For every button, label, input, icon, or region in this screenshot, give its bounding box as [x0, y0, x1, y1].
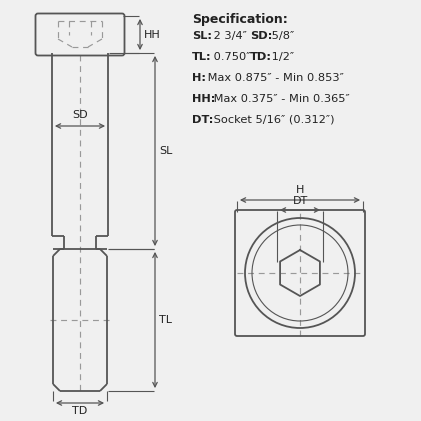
- Text: 2 3/4″: 2 3/4″: [210, 31, 250, 41]
- Text: TD: TD: [72, 406, 88, 416]
- Text: Socket 5/16″ (0.312″): Socket 5/16″ (0.312″): [210, 115, 335, 125]
- Text: Max 0.875″ - Min 0.853″: Max 0.875″ - Min 0.853″: [204, 73, 344, 83]
- Text: SD: SD: [72, 110, 88, 120]
- Text: 0.750″: 0.750″: [210, 52, 254, 62]
- Text: DT:: DT:: [192, 115, 213, 125]
- Text: SL: SL: [159, 146, 172, 156]
- Text: H:: H:: [192, 73, 206, 83]
- Text: TD:: TD:: [250, 52, 272, 62]
- Text: DT: DT: [292, 196, 308, 206]
- Text: SL:: SL:: [192, 31, 212, 41]
- Text: HH: HH: [144, 29, 161, 40]
- Text: Max 0.375″ - Min 0.365″: Max 0.375″ - Min 0.365″: [210, 94, 350, 104]
- Text: Specification:: Specification:: [192, 13, 288, 26]
- Text: TL: TL: [159, 315, 172, 325]
- Text: SD:: SD:: [250, 31, 272, 41]
- Text: HH:: HH:: [192, 94, 216, 104]
- Text: 1/2″: 1/2″: [268, 52, 294, 62]
- Text: H: H: [296, 185, 304, 195]
- Text: TL:: TL:: [192, 52, 212, 62]
- Text: 5/8″: 5/8″: [268, 31, 294, 41]
